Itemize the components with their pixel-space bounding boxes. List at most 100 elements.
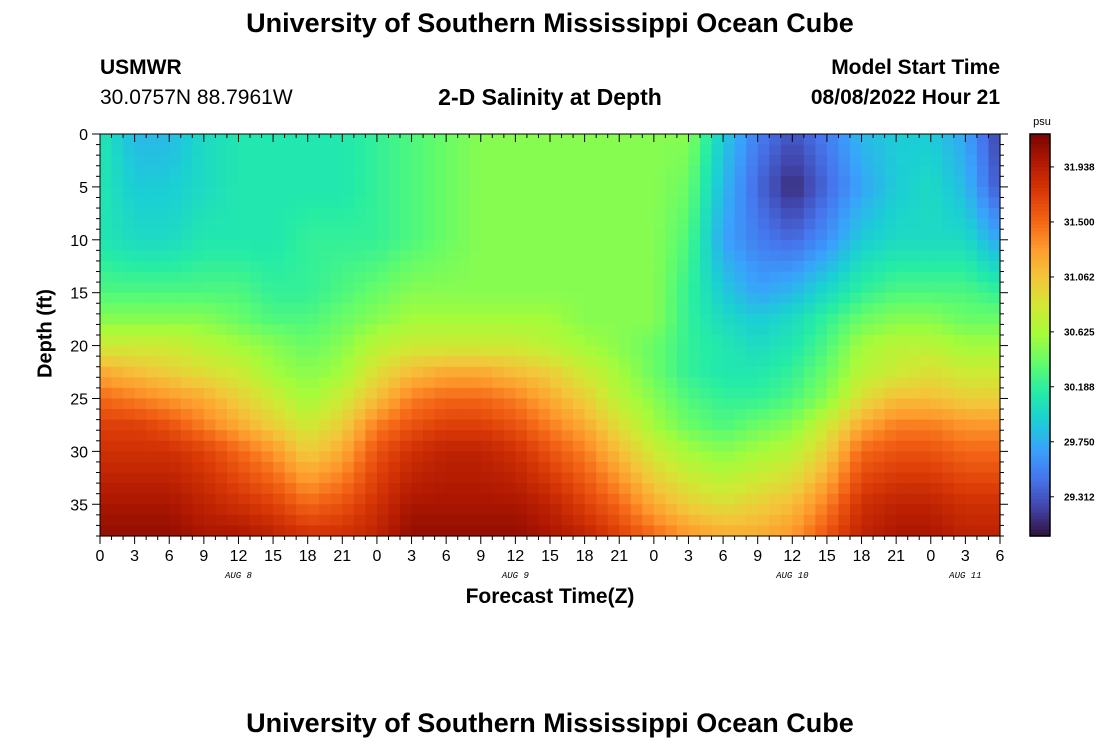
heatmap-cell: [123, 525, 136, 537]
heatmap-cell: [480, 250, 493, 262]
heatmap-cell: [642, 165, 655, 177]
heatmap-cell: [238, 525, 251, 537]
heatmap-cell: [919, 292, 932, 304]
heatmap-cell: [457, 472, 470, 484]
heatmap-cell: [526, 398, 540, 410]
heatmap-cell: [469, 197, 482, 209]
colorbar-segment: [1030, 425, 1050, 430]
heatmap-cell: [515, 345, 528, 357]
heatmap-cell: [376, 260, 390, 273]
heatmap-cell: [700, 514, 713, 527]
heatmap-cell: [942, 155, 955, 167]
heatmap-cell: [942, 398, 955, 410]
heatmap-cell: [423, 461, 436, 474]
heatmap-cell: [538, 165, 551, 177]
heatmap-cell: [642, 504, 655, 516]
heatmap-cell: [607, 313, 620, 326]
heatmap-cell: [492, 282, 505, 294]
heatmap-cell: [584, 504, 597, 516]
heatmap-cell: [192, 472, 205, 484]
heatmap-cell: [723, 461, 736, 474]
heatmap-cell: [838, 250, 851, 262]
heatmap-cell: [803, 144, 816, 156]
heatmap-cell: [838, 208, 851, 220]
heatmap-cell: [423, 303, 436, 315]
heatmap-cell: [180, 356, 193, 368]
heatmap-cell: [723, 144, 736, 156]
heatmap-cell: [884, 493, 897, 505]
heatmap-cell: [400, 313, 413, 326]
heatmap-cell: [365, 483, 378, 495]
heatmap-cell: [123, 292, 136, 304]
heatmap-cell: [538, 504, 551, 516]
x-tick-label: 21: [610, 548, 628, 565]
heatmap-cell: [953, 335, 966, 347]
heatmap-cell: [930, 229, 943, 241]
heatmap-cell: [330, 440, 343, 452]
heatmap-cell: [757, 260, 770, 273]
heatmap-cell: [688, 260, 701, 273]
heatmap-cell: [273, 282, 286, 294]
heatmap-cell: [146, 282, 159, 294]
heatmap-cell: [815, 250, 828, 262]
heatmap-cell: [884, 176, 897, 188]
heatmap-cell: [273, 292, 286, 304]
heatmap-cell: [653, 250, 666, 262]
heatmap-cell: [307, 409, 320, 421]
heatmap-cell: [873, 229, 886, 241]
heatmap-cell: [734, 165, 747, 177]
heatmap-cell: [457, 155, 470, 167]
x-tick-label: 0: [96, 548, 105, 565]
heatmap-cell: [446, 271, 459, 283]
heatmap-cell: [861, 186, 874, 199]
heatmap-cell: [550, 409, 563, 421]
heatmap-cell: [746, 514, 759, 527]
heatmap-cell: [930, 345, 943, 357]
heatmap-cell: [180, 155, 193, 167]
heatmap-cell: [630, 260, 643, 273]
heatmap-cell: [180, 134, 193, 146]
heatmap-cell: [815, 472, 828, 484]
heatmap-cell: [307, 483, 320, 495]
heatmap-cell: [976, 165, 990, 177]
heatmap-cell: [250, 324, 263, 336]
heatmap-cell: [757, 387, 770, 400]
heatmap-cell: [515, 134, 528, 146]
heatmap-cell: [388, 197, 401, 209]
heatmap-cell: [815, 239, 828, 251]
heatmap-cell: [630, 440, 643, 452]
heatmap-cell: [907, 345, 920, 357]
heatmap-cell: [988, 197, 1001, 209]
heatmap-cell: [376, 419, 390, 431]
heatmap-cell: [526, 440, 540, 452]
heatmap-cell: [723, 260, 736, 273]
heatmap-cell: [411, 419, 424, 431]
heatmap-cell: [319, 208, 332, 220]
heatmap-cell: [492, 134, 505, 146]
heatmap-cell: [157, 186, 170, 199]
heatmap-cell: [780, 430, 793, 442]
heatmap-cell: [584, 144, 597, 156]
heatmap-cell: [526, 176, 540, 188]
heatmap-cell: [826, 186, 840, 199]
heatmap-cell: [861, 324, 874, 336]
heatmap-cell: [376, 345, 390, 357]
heatmap-cell: [284, 440, 297, 452]
heatmap-cell: [665, 430, 678, 442]
heatmap-cell: [711, 313, 724, 326]
colorbar-segment: [1030, 251, 1050, 256]
heatmap-cell: [942, 525, 955, 537]
heatmap-cell: [434, 335, 447, 347]
heatmap-cell: [919, 324, 932, 336]
heatmap-cell: [953, 239, 966, 251]
heatmap-cell: [573, 430, 586, 442]
heatmap-cell: [157, 208, 170, 220]
heatmap-cell: [884, 144, 897, 156]
heatmap-cell: [734, 398, 747, 410]
heatmap-cell: [769, 472, 782, 484]
heatmap-cell: [100, 155, 113, 167]
heatmap-cell: [607, 377, 620, 389]
heatmap-cell: [226, 483, 240, 495]
heatmap-cell: [573, 176, 586, 188]
heatmap-cell: [423, 176, 436, 188]
